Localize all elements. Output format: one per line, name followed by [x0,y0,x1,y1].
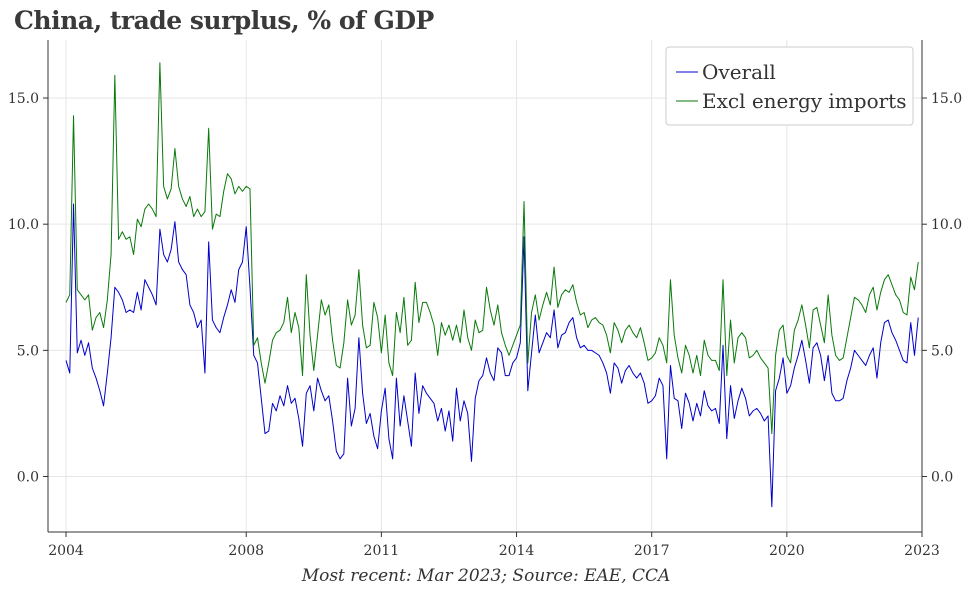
x-tick-label-2004: 2004 [48,543,84,559]
y-tick-label-right-15.0: 15.0 [931,91,962,107]
axes: 0.0 0.0 5.0 5.0 10.0 10.0 15.0 15.0 2004 2008 2011… [8,40,962,559]
legend-label-excl-energy: Excl energy imports [702,89,906,113]
y-tick-label-right-10.0: 10.0 [931,217,962,233]
y-tick-label-left-15.0: 15.0 [8,91,39,107]
legend-label-overall: Overall [702,60,776,84]
x-tick-label-2020: 2020 [769,543,805,559]
y-tick-label-left-0.0: 0.0 [17,469,39,485]
chart-source-note: Most recent: Mar 2023; Source: EAE, CCA [301,566,671,586]
series-line-excl-energy-imports [65,62,919,435]
x-tick-label-2023: 2023 [904,543,940,559]
series-line-overall [65,203,919,508]
legend: Overall Excl energy imports [665,46,914,126]
x-tick-label-2017: 2017 [634,543,670,559]
x-tick-label-2014: 2014 [499,543,535,559]
y-tick-label-left-10.0: 10.0 [8,217,39,233]
x-tick-label-2011: 2011 [364,543,400,559]
legend-box [665,46,914,126]
chart-title: China, trade surplus, % of GDP [14,6,434,35]
y-tick-label-right-0.0: 0.0 [931,469,953,485]
y-tick-label-left-5.0: 5.0 [17,343,39,359]
y-tick-label-right-5.0: 5.0 [931,343,953,359]
x-tick-label-2008: 2008 [228,543,264,559]
series-lines [65,62,919,508]
